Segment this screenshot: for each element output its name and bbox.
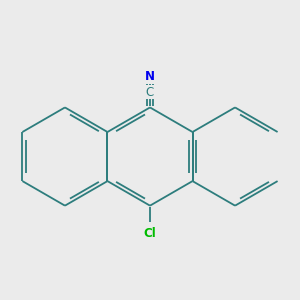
Text: C: C [146,86,154,99]
Text: Cl: Cl [144,227,156,240]
Text: N: N [145,70,155,83]
